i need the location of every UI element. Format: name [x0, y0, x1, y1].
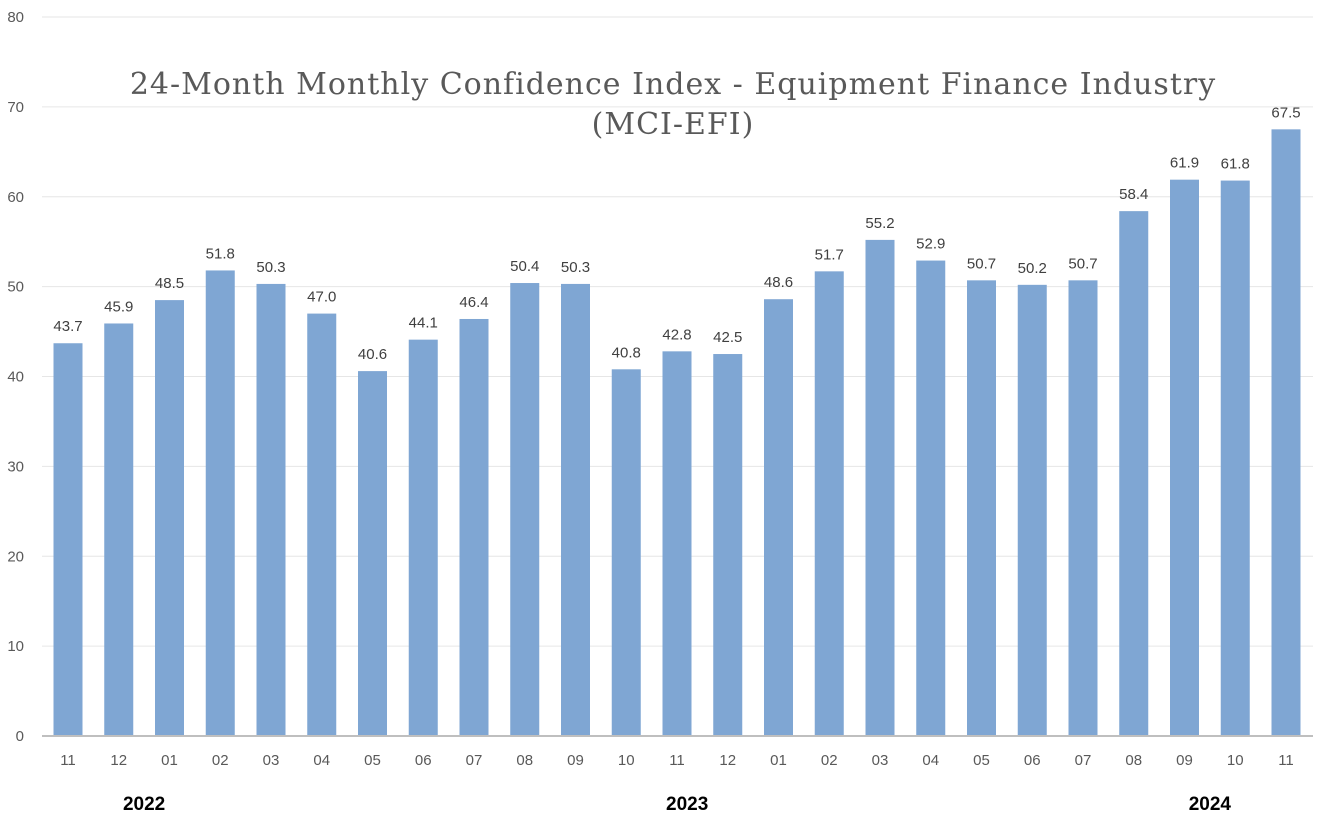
bar [662, 351, 692, 736]
x-tick-label: 01 [161, 752, 178, 769]
x-tick-label: 07 [466, 752, 483, 769]
data-label: 48.5 [155, 275, 184, 292]
data-label: 58.4 [1119, 186, 1148, 203]
data-label: 67.5 [1271, 104, 1300, 121]
x-tick-label: 10 [618, 752, 635, 769]
y-tick-label: 50 [7, 279, 24, 296]
bar [1119, 211, 1149, 736]
data-label: 50.4 [510, 258, 539, 275]
data-label: 46.4 [459, 294, 488, 311]
x-tick-label: 05 [973, 752, 990, 769]
data-label: 44.1 [409, 315, 438, 332]
x-tick-label: 10 [1227, 752, 1244, 769]
data-label: 47.0 [307, 289, 336, 306]
x-tick-label: 12 [719, 752, 736, 769]
data-label: 51.8 [206, 245, 235, 262]
data-label: 43.7 [53, 318, 82, 335]
x-tick-label: 11 [1278, 752, 1294, 769]
bar [1068, 280, 1098, 736]
bar [967, 280, 996, 736]
chart-title-line-1: 24-Month Monthly Confidence Index - Equi… [130, 67, 1216, 102]
bar [611, 369, 641, 736]
bars [53, 129, 1301, 736]
bar [713, 354, 743, 736]
bar [561, 283, 590, 736]
x-tick-label: 05 [364, 752, 381, 769]
data-label: 48.6 [764, 274, 793, 291]
x-tick-label: 12 [110, 752, 127, 769]
x-tick-label: 02 [821, 752, 838, 769]
bar [1017, 284, 1047, 736]
x-axis-ticks: 11 12 01 02 03 04 05 06 07 08 09 10 11 12 01 02 03 04 05 06… [60, 752, 1294, 769]
data-label: 50.7 [1068, 255, 1097, 272]
data-label: 42.5 [713, 329, 742, 346]
year-labels: 2022 2023 2024 [123, 794, 1231, 815]
x-tick-label: 03 [263, 752, 280, 769]
year-label: 2022 [123, 794, 165, 815]
x-tick-label: 11 [60, 752, 76, 769]
y-tick-label: 0 [16, 728, 24, 745]
x-tick-label: 09 [1176, 752, 1193, 769]
bar [358, 371, 387, 736]
y-axis-ticks: 0 10 20 30 40 50 60 70 80 [7, 9, 24, 745]
data-label: 61.8 [1221, 156, 1250, 173]
data-label: 40.8 [612, 344, 641, 361]
x-tick-label: 11 [669, 752, 685, 769]
bar [1220, 180, 1250, 736]
x-tick-label: 07 [1075, 752, 1092, 769]
y-tick-label: 80 [7, 9, 24, 26]
x-tick-label: 09 [567, 752, 584, 769]
chart-title-line-2: (MCI-EFI) [592, 107, 755, 142]
bar [307, 313, 337, 736]
data-label: 50.3 [561, 259, 590, 276]
bar [408, 339, 438, 736]
data-label: 51.7 [815, 246, 844, 263]
data-label: 55.2 [865, 215, 894, 232]
data-label: 52.9 [916, 236, 945, 253]
y-tick-label: 30 [7, 458, 24, 475]
bar [1271, 129, 1301, 736]
x-tick-label: 04 [313, 752, 330, 769]
data-label: 50.3 [256, 259, 285, 276]
bar [256, 283, 286, 736]
data-label: 50.2 [1018, 260, 1047, 277]
data-labels: 43.7 45.9 48.5 51.8 50.3 47.0 40.6 44.1 46.4 50.4… [53, 104, 1300, 363]
bar [764, 299, 793, 736]
y-tick-label: 20 [7, 548, 24, 565]
y-tick-label: 10 [7, 638, 24, 655]
data-label: 45.9 [104, 298, 133, 315]
y-tick-label: 40 [7, 369, 24, 386]
x-tick-label: 04 [922, 752, 939, 769]
data-label: 42.8 [662, 326, 691, 343]
x-tick-label: 06 [415, 752, 432, 769]
data-label: 50.7 [967, 255, 996, 272]
data-label: 61.9 [1170, 155, 1199, 172]
bar [865, 239, 895, 736]
bar [205, 270, 235, 736]
bar [53, 343, 83, 736]
bar [104, 323, 134, 736]
x-tick-label: 06 [1024, 752, 1041, 769]
bar [814, 271, 844, 736]
x-tick-label: 08 [1125, 752, 1142, 769]
bar [459, 318, 489, 736]
year-label: 2023 [666, 794, 708, 815]
y-tick-label: 70 [7, 99, 24, 116]
y-tick-label: 60 [7, 189, 24, 206]
bar [510, 283, 540, 736]
bar [916, 260, 946, 736]
x-tick-label: 02 [212, 752, 229, 769]
bar [1170, 179, 1199, 736]
x-tick-label: 03 [872, 752, 889, 769]
year-label: 2024 [1189, 794, 1232, 815]
x-tick-label: 01 [770, 752, 787, 769]
bar [155, 300, 184, 736]
data-label: 40.6 [358, 346, 387, 363]
x-tick-label: 08 [516, 752, 533, 769]
